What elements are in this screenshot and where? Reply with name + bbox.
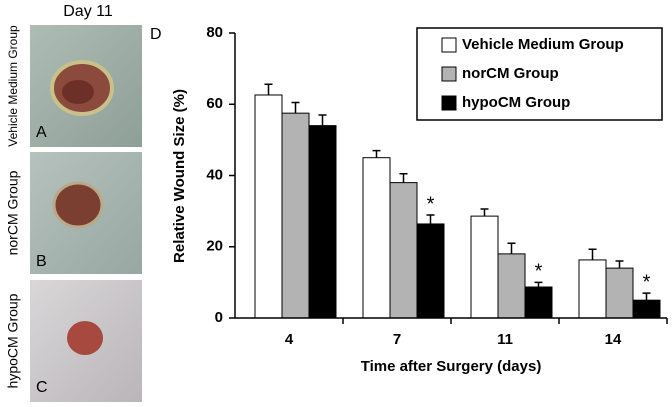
bar (416, 223, 445, 319)
y-tick-label: 60 (206, 95, 223, 112)
significance-marker: * (427, 193, 435, 215)
error-bar (507, 242, 516, 254)
y-axis-title: Relative Wound Size (%) (171, 89, 188, 263)
error-bar (291, 101, 300, 114)
error-bar (318, 114, 327, 126)
error-bar (534, 281, 543, 288)
y-tick-label: 20 (206, 238, 223, 255)
bar (281, 112, 310, 319)
bar (497, 253, 526, 319)
legend-box (416, 27, 663, 121)
legend-swatch (441, 37, 457, 53)
photo-label: Vehicle Medium Group (6, 25, 20, 147)
error-bar (372, 149, 381, 158)
bar (389, 182, 418, 319)
significance-marker: * (535, 261, 543, 283)
legend-swatch (441, 66, 457, 82)
bar (524, 286, 553, 319)
bar (578, 259, 607, 319)
photo-label: hypoCM Group (5, 293, 21, 388)
photo-label: norCM Group (5, 170, 21, 255)
bar (254, 94, 283, 319)
bar (632, 299, 661, 319)
photo-c (30, 280, 142, 402)
x-axis-title: Time after Surgery (days) (361, 358, 542, 375)
legend-label: hypoCM Group (462, 94, 570, 111)
x-tick-label: 11 (497, 331, 513, 348)
panel-letter: C (36, 379, 48, 396)
panel-letter: B (36, 253, 47, 270)
panel-letter: D (150, 26, 162, 43)
error-bar (588, 248, 597, 260)
x-tick-label: 14 (605, 331, 622, 348)
photo-b (30, 152, 142, 274)
significance-marker: * (643, 271, 651, 293)
x-tick-label: 4 (285, 331, 294, 348)
y-tick-label: 0 (215, 309, 223, 326)
bar (605, 267, 634, 319)
error-bar (480, 208, 489, 217)
error-bar (264, 83, 273, 95)
error-bar (399, 172, 408, 183)
panel-letter: A (36, 124, 47, 141)
error-bar (426, 214, 435, 224)
y-tick-label: 80 (206, 24, 223, 41)
photo-header: Day 11 (63, 3, 113, 20)
x-tick-label: 7 (393, 331, 401, 348)
error-bar (615, 260, 624, 269)
bar (470, 215, 499, 319)
legend-label: Vehicle Medium Group (462, 36, 624, 53)
y-tick-label: 40 (206, 166, 223, 183)
legend-label: norCM Group (462, 65, 559, 82)
bar (308, 125, 337, 319)
bar (362, 157, 391, 319)
photo-a (30, 25, 142, 147)
legend-swatch (441, 95, 457, 111)
error-bar (642, 292, 651, 301)
